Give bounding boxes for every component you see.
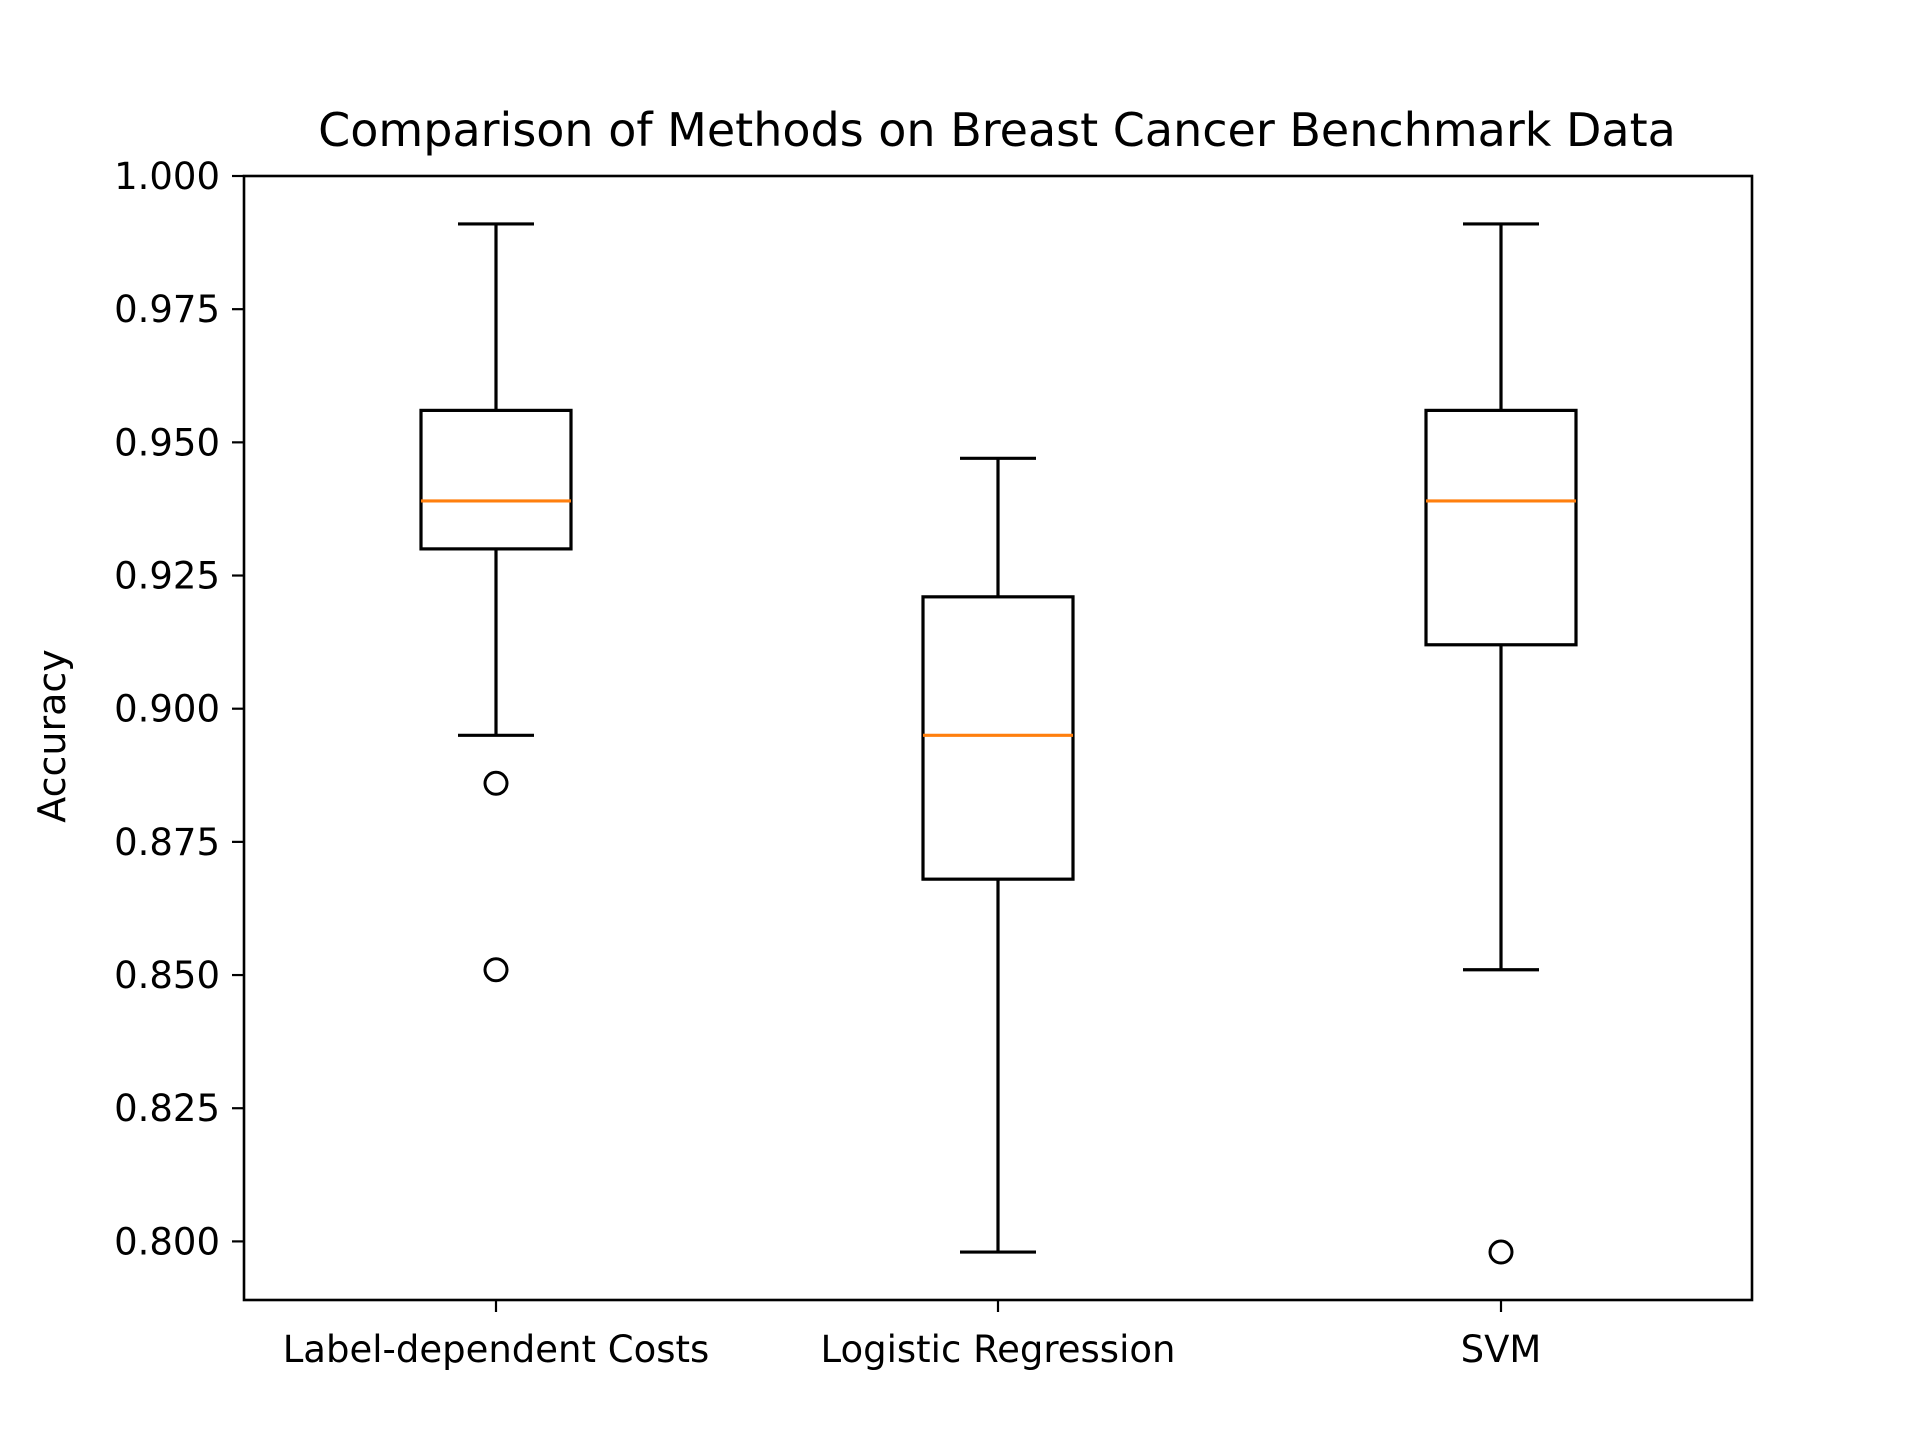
y-axis-label: Accuracy — [30, 649, 74, 823]
axes-frame — [242, 174, 1754, 1302]
outlier-point — [1488, 1239, 1514, 1265]
plot-area: 0.800 0.825 0.850 0.875 0.900 0.925 0.950 0.975… — [114, 155, 1754, 1371]
y-tick-label: 1.000 — [114, 155, 220, 198]
x-tick-label: Label-dependent Costs — [283, 1328, 710, 1371]
y-tick-label: 0.875 — [114, 821, 220, 864]
outlier-point — [483, 770, 509, 796]
box — [1424, 408, 1578, 647]
y-tick-label: 0.925 — [114, 555, 220, 598]
chart-title: Comparison of Methods on Breast Cancer B… — [318, 103, 1676, 157]
x-tick-label: Logistic Regression — [821, 1328, 1176, 1371]
y-tick-label: 0.800 — [114, 1220, 220, 1263]
x-tick-label: SVM — [1461, 1328, 1542, 1371]
y-tick-label: 0.825 — [114, 1087, 220, 1130]
y-tick-label: 0.975 — [114, 288, 220, 331]
box — [419, 408, 573, 551]
y-tick-label: 0.950 — [114, 421, 220, 464]
y-tick-label: 0.850 — [114, 954, 220, 997]
y-tick-label: 0.900 — [114, 688, 220, 731]
box — [921, 595, 1075, 881]
outlier-point — [483, 957, 509, 983]
